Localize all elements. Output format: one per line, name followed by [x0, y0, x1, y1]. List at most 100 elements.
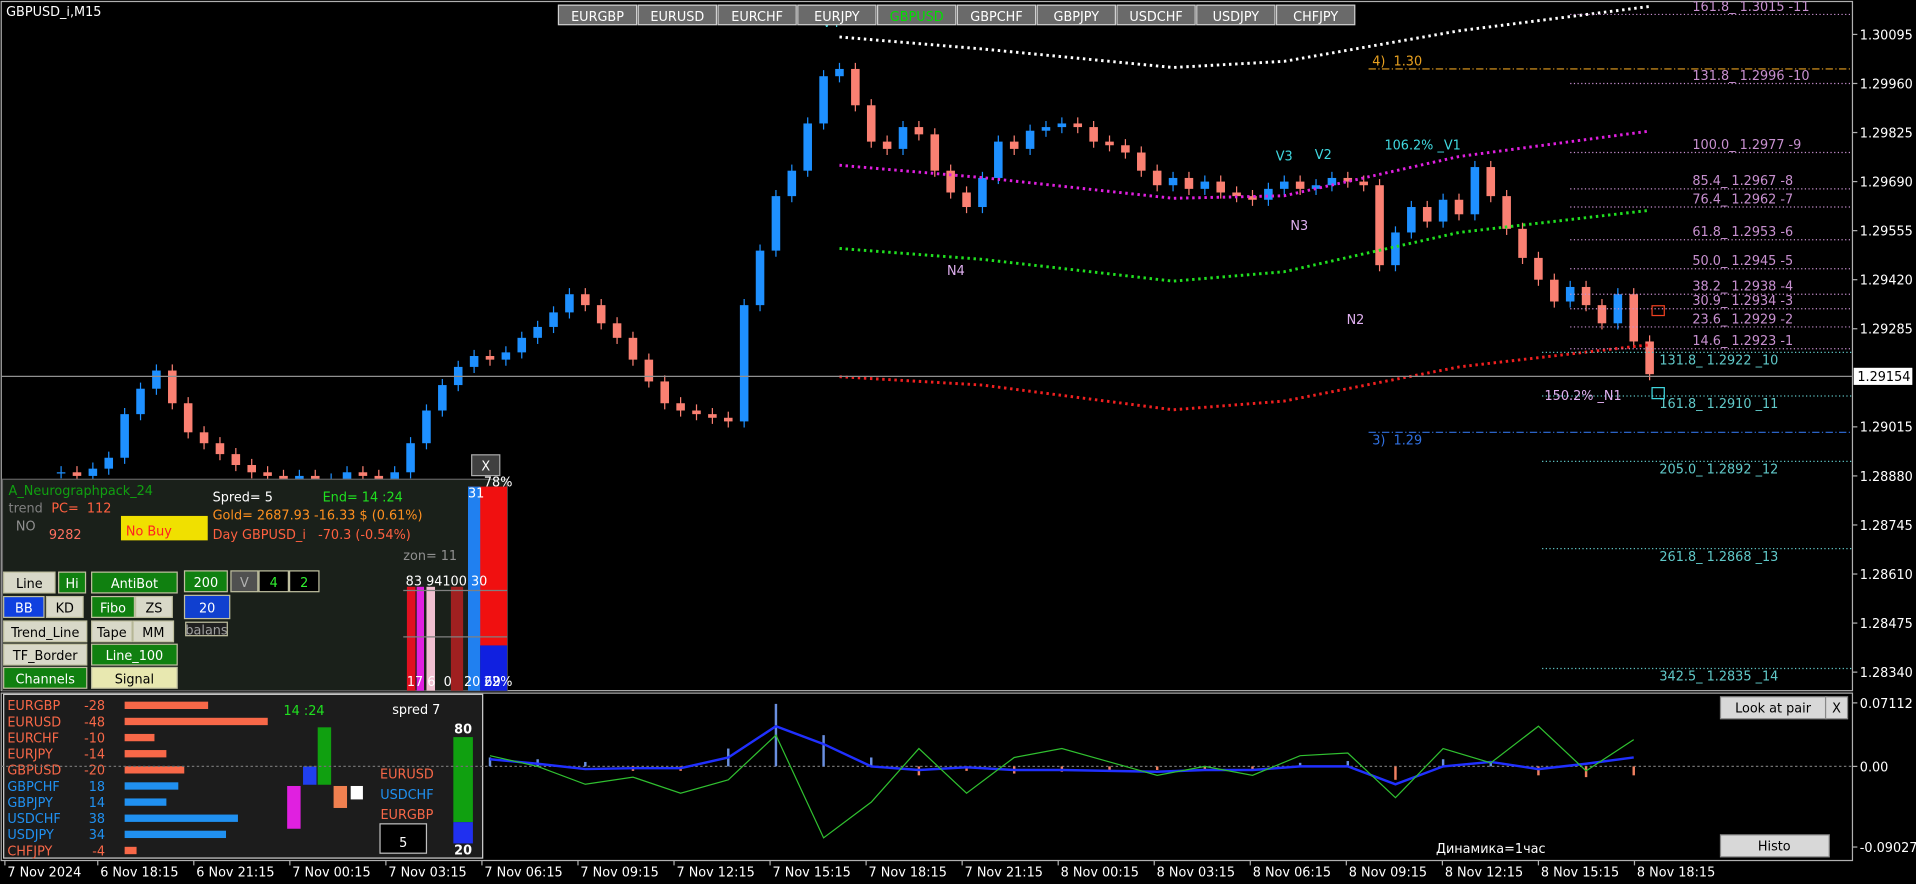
control-panel: A_Neurographpack_24 trend PC= 112 NO 928… [1, 454, 512, 692]
panel-button[interactable] [135, 595, 173, 618]
histogram-bar [584, 761, 587, 767]
candle-body [962, 192, 971, 208]
pair-value: 18 [89, 780, 105, 795]
panel-button-label[interactable]: Tape [96, 626, 127, 641]
symbol-button[interactable] [637, 4, 718, 26]
panel-button-label[interactable]: 4 [270, 576, 278, 591]
panel-button-label[interactable]: ZS [145, 601, 162, 616]
panel-button-label[interactable]: Signal [115, 672, 154, 687]
histo-label[interactable]: Histo [1758, 840, 1791, 855]
symbol-label[interactable]: USDCHF [1129, 10, 1182, 25]
panel-button-label[interactable]: balans [185, 623, 228, 638]
panel-button-label[interactable]: 2 [300, 576, 308, 591]
symbol-button[interactable] [797, 4, 877, 26]
panel-column [480, 645, 508, 691]
panel-button-label[interactable]: AntiBot [111, 577, 158, 592]
panel-button[interactable] [91, 666, 178, 689]
panel-button[interactable] [183, 594, 231, 620]
panel-button[interactable] [230, 570, 259, 593]
panel-button-label[interactable]: MM [142, 626, 164, 641]
osc-line [489, 725, 1635, 839]
wave-label: N4 [947, 264, 965, 279]
panel-button[interactable] [3, 571, 56, 594]
symbol-label[interactable]: EURGBP [571, 10, 624, 25]
panel-button[interactable] [132, 620, 175, 643]
candle-body [56, 472, 66, 474]
panel-button[interactable] [91, 571, 178, 594]
y-tick-label: 1.28340 [1860, 666, 1913, 681]
panel-button[interactable] [258, 570, 289, 593]
panel-button[interactable] [185, 621, 228, 637]
symbol-button[interactable] [1275, 4, 1356, 26]
candle-body [914, 127, 924, 135]
trend-label: trend [9, 501, 43, 516]
panel-button[interactable] [91, 620, 133, 643]
strength-bar [124, 717, 268, 726]
x-tick-label: 8 Nov 18:15 [1637, 865, 1715, 880]
symbol-label[interactable]: EURJPY [814, 10, 860, 25]
osc-close-label[interactable]: X [1832, 702, 1841, 717]
panel-button-label[interactable]: Channels [16, 672, 76, 687]
panel-button-label[interactable]: TF_Border [12, 649, 78, 664]
panel-button[interactable] [45, 595, 84, 618]
fibo-label: 100.0_ 1.2977 -9 [1692, 138, 1801, 153]
osc-close[interactable] [1824, 696, 1849, 720]
candle-body [660, 381, 670, 404]
panel-button-label[interactable]: 200 [194, 576, 219, 591]
symbol-button[interactable] [956, 4, 1037, 26]
fibo-label: 161.8_ 1.2910 _11 [1659, 397, 1778, 412]
candle-body [1311, 185, 1321, 189]
symbol-label[interactable]: GBPCHF [970, 10, 1022, 25]
candle-body [1232, 192, 1241, 197]
symbol-label[interactable]: USDJPY [1213, 10, 1260, 25]
panel-button-label[interactable]: Fibo [100, 601, 126, 616]
symbol-label[interactable]: CHFJPY [1293, 10, 1338, 25]
symbol-button[interactable] [717, 4, 797, 26]
osc-frame [0, 692, 1854, 862]
candle-body [469, 356, 479, 367]
histo-button[interactable] [1719, 834, 1830, 858]
indicator-line [839, 343, 1650, 412]
panel-button-label[interactable]: BB [15, 601, 33, 616]
symbol-label[interactable]: EURCHF [731, 10, 783, 25]
candle-body [1025, 130, 1035, 149]
symbol-button[interactable] [1036, 4, 1116, 26]
panel-button[interactable] [3, 620, 88, 643]
panel-button[interactable] [58, 571, 87, 594]
panel-button[interactable] [3, 643, 88, 666]
signal-bg [120, 515, 208, 541]
pair-value: 34 [89, 828, 105, 843]
close-label[interactable]: X [481, 460, 490, 475]
symbol-button[interactable] [876, 4, 957, 26]
panel-button-label[interactable]: Line_100 [106, 649, 164, 664]
symbol-button[interactable] [1196, 4, 1276, 26]
x-tick-label: 8 Nov 03:15 [1157, 865, 1235, 880]
symbol-label[interactable]: GBPJPY [1054, 10, 1100, 25]
panel-button-label[interactable]: KD [56, 601, 74, 616]
candle-body [1597, 305, 1607, 324]
close-button[interactable] [471, 454, 501, 477]
look-label[interactable]: Look at pair [1735, 702, 1812, 717]
symbol-label[interactable]: EURUSD [650, 10, 704, 25]
panel-button[interactable] [91, 643, 178, 666]
symbol-label[interactable]: GBPUSD [890, 10, 944, 25]
candle-body [866, 105, 876, 142]
strength-spread: spred 7 [392, 703, 440, 718]
candle-body [755, 250, 765, 306]
symbol-button[interactable] [1116, 4, 1196, 26]
panel-button-label[interactable]: Hi [65, 577, 78, 592]
panel-button[interactable] [91, 595, 136, 618]
panel-button[interactable] [288, 570, 320, 593]
panel-button-label[interactable]: V [240, 576, 249, 591]
candle-body [628, 337, 638, 360]
panel-button[interactable] [3, 666, 88, 689]
panel-button-label[interactable]: Trend_Line [10, 626, 79, 641]
panel-button-label[interactable]: 20 [199, 601, 215, 616]
panel-button[interactable] [3, 595, 45, 618]
main-plot: 161.8_ 1.3015 -11 131.8_ 1.2996 -10 100.0_… [1, 1, 1853, 685]
symbol-button[interactable] [557, 4, 638, 26]
y-tick-label: 1.29960 [1860, 77, 1913, 92]
panel-button-label[interactable]: Line [16, 577, 43, 592]
panel-button[interactable] [183, 570, 228, 593]
candle-body [581, 294, 590, 306]
